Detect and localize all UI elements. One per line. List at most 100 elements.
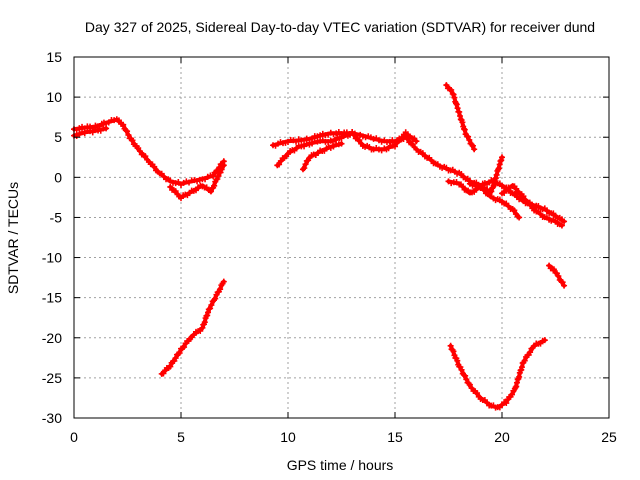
data-point-marker (103, 125, 110, 132)
data-point-marker (457, 113, 464, 120)
data-point-marker (503, 400, 510, 407)
data-point-marker (501, 189, 508, 196)
data-point-marker (459, 119, 466, 126)
series-track-9 (466, 180, 523, 221)
data-point-marker (521, 357, 528, 364)
data-point-marker (481, 186, 488, 193)
data-point-marker (527, 201, 534, 208)
data-point-marker (125, 131, 132, 138)
data-point-marker (465, 133, 472, 140)
data-point-marker (555, 273, 562, 280)
data-point-marker (199, 324, 206, 331)
x-axis-label: GPS time / hours (287, 457, 394, 473)
data-point-marker (461, 126, 468, 133)
data-point-marker (212, 295, 219, 302)
data-point-marker (215, 173, 222, 180)
data-point-marker (511, 207, 518, 214)
x-tick-label: 25 (601, 429, 617, 445)
y-tick-label: -20 (42, 330, 62, 346)
data-point-marker (419, 150, 426, 157)
data-point-marker (559, 279, 566, 286)
data-point-marker (474, 389, 481, 396)
series-track-13 (546, 262, 568, 289)
y-tick-label: -30 (42, 410, 62, 426)
y-tick-label: -25 (42, 370, 62, 386)
data-point-marker (471, 146, 478, 153)
data-point-marker (158, 170, 165, 177)
data-point-marker (115, 117, 122, 124)
plot-frame (73, 56, 610, 419)
data-point-marker (136, 148, 143, 155)
series-track-2 (71, 125, 110, 140)
data-point-marker (218, 166, 225, 173)
series-track-6 (274, 129, 420, 169)
data-point-marker (450, 91, 457, 98)
data-point-marker (207, 188, 214, 195)
y-tick-label: 15 (46, 49, 62, 65)
data-point-marker (561, 218, 568, 225)
data-point-marker (205, 309, 212, 316)
y-tick-label: 5 (54, 129, 62, 145)
chart-title: Day 327 of 2025, Sidereal Day-to-day VTE… (85, 19, 595, 35)
data-point-marker (456, 108, 463, 115)
data-point-marker (454, 105, 461, 112)
data-point-marker (176, 349, 183, 356)
data-point-marker (301, 165, 308, 172)
y-tick-label: 0 (54, 169, 62, 185)
x-tick-label: 10 (280, 429, 296, 445)
data-point-marker (458, 366, 465, 373)
data-point-marker (129, 137, 136, 144)
data-point-marker (302, 161, 309, 168)
data-point-marker (217, 169, 224, 176)
data-point-marker (459, 183, 466, 190)
data-point-marker (443, 82, 450, 89)
y-tick-label: 10 (46, 89, 62, 105)
data-point-marker (124, 128, 131, 135)
data-point-marker (520, 193, 527, 200)
series-track-12 (447, 337, 548, 411)
data-point-marker (151, 163, 158, 170)
data-point-marker (550, 266, 557, 273)
data-point-marker (513, 185, 520, 192)
data-point-marker (135, 145, 142, 152)
data-point-marker (190, 332, 197, 339)
data-point-marker (285, 151, 291, 158)
data-point-marker (160, 370, 167, 377)
data-point-marker (120, 121, 127, 128)
series-track-10 (499, 183, 565, 229)
data-point-marker (192, 187, 199, 194)
data-point-marker (452, 100, 459, 107)
data-point-marker (172, 355, 179, 362)
data-point-marker (448, 86, 455, 93)
data-point-marker (167, 363, 174, 370)
y-axis-label: SDTVAR / TECUs (5, 182, 21, 294)
data-point-marker (356, 137, 363, 144)
data-point-marker (207, 305, 214, 312)
data-point-marker (460, 371, 467, 378)
data-point-marker (508, 391, 515, 398)
data-point-marker (219, 163, 226, 170)
data-point-marker (527, 349, 534, 356)
axis-ticks: 0 5 10 15 20 25 15 10 5 0 -5 -10 -15 -20 -25 -30 (42, 49, 617, 445)
data-point-marker (399, 135, 406, 142)
x-tick-label: 20 (494, 429, 510, 445)
data-point-marker (142, 153, 149, 160)
data-point-marker (499, 154, 505, 161)
y-tick-label: -5 (50, 209, 63, 225)
data-point-marker (392, 143, 398, 150)
data-point-marker (208, 302, 215, 309)
data-point-marker (516, 214, 523, 221)
data-point-marker (172, 188, 179, 195)
data-point-marker (454, 357, 461, 364)
data-point-marker (462, 372, 469, 379)
data-points (71, 82, 568, 411)
data-point-marker (558, 222, 565, 229)
y-tick-label: -15 (42, 290, 62, 306)
data-point-marker (210, 173, 217, 180)
y-tick-label: -10 (42, 250, 62, 266)
data-point-marker (541, 337, 548, 344)
data-point-marker (409, 141, 416, 148)
data-point-marker (220, 162, 227, 169)
data-point-marker (181, 344, 188, 351)
